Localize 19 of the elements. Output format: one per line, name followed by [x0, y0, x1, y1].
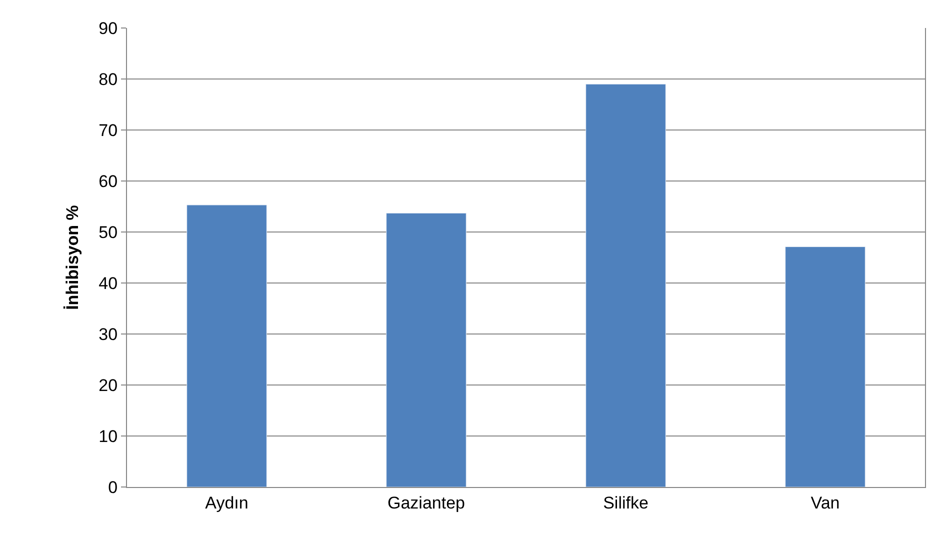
bar	[586, 84, 666, 487]
y-tick-label: 90	[98, 18, 118, 38]
y-axis-title: İnhibisyon %	[63, 205, 82, 310]
x-tick-label: Van	[810, 493, 840, 512]
y-tick-label: 10	[98, 426, 118, 446]
y-tick-label: 0	[108, 478, 118, 497]
y-tick-label: 30	[98, 324, 118, 344]
x-tick-label: Aydın	[205, 493, 248, 512]
bar	[186, 204, 267, 487]
y-tick-label: 70	[98, 120, 118, 140]
y-tick-label: 20	[98, 376, 118, 395]
y-tick-label: 80	[98, 70, 118, 89]
bar	[785, 246, 866, 487]
y-tick-label: 50	[98, 222, 118, 242]
y-tick-label: 60	[98, 172, 118, 191]
bar	[386, 212, 466, 487]
x-tick-label: Silifke	[603, 493, 648, 512]
x-tick-label: Gaziantep	[388, 493, 465, 512]
y-tick-label: 40	[98, 274, 118, 293]
